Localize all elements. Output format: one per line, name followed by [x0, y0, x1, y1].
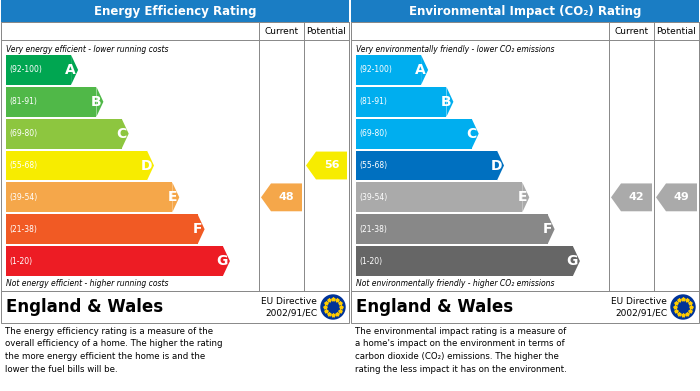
FancyBboxPatch shape [351, 22, 699, 291]
Text: Energy Efficiency Rating: Energy Efficiency Rating [94, 5, 256, 18]
Text: F: F [543, 222, 552, 236]
FancyBboxPatch shape [351, 291, 699, 323]
Polygon shape [197, 214, 204, 244]
Polygon shape [522, 183, 529, 212]
Text: E: E [168, 190, 177, 204]
FancyBboxPatch shape [356, 55, 421, 85]
FancyBboxPatch shape [1, 0, 349, 22]
Text: D: D [491, 158, 502, 172]
Polygon shape [611, 183, 652, 211]
Polygon shape [497, 151, 504, 180]
Polygon shape [547, 214, 554, 244]
Text: Very energy efficient - lower running costs: Very energy efficient - lower running co… [6, 45, 169, 54]
FancyBboxPatch shape [6, 151, 147, 180]
Text: B: B [441, 95, 452, 109]
Polygon shape [97, 87, 104, 117]
Polygon shape [147, 151, 154, 180]
Text: (39-54): (39-54) [9, 193, 37, 202]
Text: C: C [466, 127, 477, 141]
Polygon shape [122, 119, 129, 149]
Text: (21-38): (21-38) [9, 225, 37, 234]
Text: England & Wales: England & Wales [356, 298, 513, 316]
Text: Current: Current [615, 27, 649, 36]
Circle shape [671, 295, 695, 319]
Polygon shape [472, 119, 479, 149]
Polygon shape [573, 246, 580, 276]
Polygon shape [306, 152, 347, 179]
Text: 42: 42 [629, 192, 644, 203]
Text: England & Wales: England & Wales [6, 298, 163, 316]
Text: Potential: Potential [657, 27, 696, 36]
Text: 49: 49 [673, 192, 690, 203]
FancyBboxPatch shape [1, 291, 349, 323]
Text: A: A [415, 63, 426, 77]
Text: Not energy efficient - higher running costs: Not energy efficient - higher running co… [6, 280, 169, 289]
Text: A: A [65, 63, 76, 77]
Text: (55-68): (55-68) [359, 161, 387, 170]
FancyBboxPatch shape [1, 22, 349, 40]
Text: (1-20): (1-20) [359, 256, 382, 265]
Text: (92-100): (92-100) [9, 65, 42, 74]
FancyBboxPatch shape [6, 87, 97, 117]
FancyBboxPatch shape [351, 0, 699, 22]
Polygon shape [447, 87, 454, 117]
Text: (69-80): (69-80) [359, 129, 387, 138]
Text: EU Directive
2002/91/EC: EU Directive 2002/91/EC [261, 297, 317, 317]
Text: (92-100): (92-100) [359, 65, 392, 74]
Text: Very environmentally friendly - lower CO₂ emissions: Very environmentally friendly - lower CO… [356, 45, 554, 54]
Text: (81-91): (81-91) [359, 97, 387, 106]
Polygon shape [223, 246, 230, 276]
Text: B: B [91, 95, 101, 109]
FancyBboxPatch shape [6, 246, 223, 276]
Polygon shape [71, 55, 78, 85]
FancyBboxPatch shape [356, 87, 447, 117]
Text: EU Directive
2002/91/EC: EU Directive 2002/91/EC [611, 297, 667, 317]
Polygon shape [656, 183, 697, 211]
Text: Not environmentally friendly - higher CO₂ emissions: Not environmentally friendly - higher CO… [356, 280, 554, 289]
FancyBboxPatch shape [6, 214, 197, 244]
Text: G: G [566, 254, 578, 268]
Text: (69-80): (69-80) [9, 129, 37, 138]
Polygon shape [172, 183, 179, 212]
FancyBboxPatch shape [356, 214, 547, 244]
Text: (55-68): (55-68) [9, 161, 37, 170]
FancyBboxPatch shape [356, 151, 497, 180]
Polygon shape [261, 183, 302, 211]
Text: (1-20): (1-20) [9, 256, 32, 265]
FancyBboxPatch shape [351, 22, 699, 40]
FancyBboxPatch shape [356, 119, 472, 149]
FancyBboxPatch shape [6, 119, 122, 149]
Text: Environmental Impact (CO₂) Rating: Environmental Impact (CO₂) Rating [409, 5, 641, 18]
Text: Current: Current [265, 27, 299, 36]
Text: Potential: Potential [307, 27, 346, 36]
Text: (21-38): (21-38) [359, 225, 387, 234]
Text: 48: 48 [279, 192, 294, 203]
FancyBboxPatch shape [6, 55, 71, 85]
FancyBboxPatch shape [6, 183, 172, 212]
Text: G: G [216, 254, 228, 268]
FancyBboxPatch shape [356, 183, 522, 212]
Text: (81-91): (81-91) [9, 97, 37, 106]
FancyBboxPatch shape [356, 246, 573, 276]
FancyBboxPatch shape [1, 22, 349, 291]
Text: The energy efficiency rating is a measure of the
overall efficiency of a home. T: The energy efficiency rating is a measur… [5, 327, 223, 373]
Polygon shape [421, 55, 428, 85]
Text: F: F [193, 222, 202, 236]
Text: D: D [141, 158, 152, 172]
Text: E: E [518, 190, 527, 204]
Text: C: C [116, 127, 127, 141]
Text: (39-54): (39-54) [359, 193, 387, 202]
Text: The environmental impact rating is a measure of
a home's impact on the environme: The environmental impact rating is a mea… [355, 327, 567, 373]
Circle shape [321, 295, 345, 319]
Text: 56: 56 [323, 160, 340, 170]
